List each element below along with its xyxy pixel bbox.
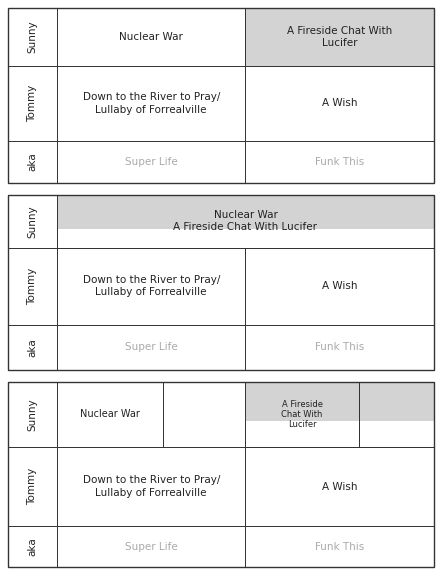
Bar (245, 247, 434, 324)
Text: Nuclear War: Nuclear War (119, 32, 183, 42)
Bar (164, 382, 245, 447)
Text: A Fireside
Chat With
Lucifer: A Fireside Chat With Lucifer (282, 400, 323, 428)
Bar (8, 447, 57, 526)
Bar (57, 66, 245, 141)
Text: Nuclear War
A Fireside Chat With Lucifer: Nuclear War A Fireside Chat With Lucifer (174, 210, 317, 232)
Text: Down to the River to Pray/
Lullaby of Forrealville: Down to the River to Pray/ Lullaby of Fo… (83, 92, 220, 114)
Bar (8, 382, 434, 567)
Bar (245, 526, 434, 567)
Text: Down to the River to Pray/
Lullaby of Forrealville: Down to the River to Pray/ Lullaby of Fo… (83, 275, 220, 297)
Bar (245, 324, 434, 370)
Bar (245, 447, 434, 526)
Bar (57, 141, 245, 183)
Bar (245, 8, 434, 66)
Text: Super Life: Super Life (125, 342, 178, 352)
Text: Tommy: Tommy (27, 85, 38, 122)
Text: A Wish: A Wish (322, 98, 358, 108)
Text: Sunny: Sunny (27, 398, 38, 431)
Bar (358, 382, 434, 421)
Bar (245, 382, 358, 421)
Bar (8, 8, 434, 183)
Text: Sunny: Sunny (27, 21, 38, 53)
Bar (8, 247, 57, 324)
Bar (8, 141, 57, 183)
Bar (57, 195, 434, 247)
Bar (358, 382, 434, 447)
Text: aka: aka (27, 152, 38, 171)
Bar (57, 8, 245, 66)
Bar (57, 324, 245, 370)
Bar (57, 247, 245, 324)
Text: A Fireside Chat With
Lucifer: A Fireside Chat With Lucifer (287, 26, 392, 48)
Text: Down to the River to Pray/
Lullaby of Forrealville: Down to the River to Pray/ Lullaby of Fo… (83, 476, 220, 498)
Text: Funk This: Funk This (315, 342, 364, 352)
Bar (8, 195, 57, 247)
Bar (57, 447, 245, 526)
Bar (8, 8, 57, 66)
Bar (57, 382, 164, 447)
Text: Nuclear War: Nuclear War (80, 409, 140, 419)
Text: A Wish: A Wish (322, 281, 358, 291)
Text: Tommy: Tommy (27, 468, 38, 505)
Bar (245, 66, 434, 141)
Bar (57, 526, 245, 567)
Text: Funk This: Funk This (315, 542, 364, 551)
Text: Sunny: Sunny (27, 205, 38, 237)
Text: Funk This: Funk This (315, 157, 364, 167)
Text: aka: aka (27, 537, 38, 556)
Bar (8, 66, 57, 141)
Bar (8, 526, 57, 567)
Text: Tommy: Tommy (27, 267, 38, 305)
Bar (57, 195, 434, 229)
Bar (8, 195, 434, 370)
Text: Super Life: Super Life (125, 542, 178, 551)
Bar (8, 382, 57, 447)
Bar (245, 382, 358, 447)
Text: aka: aka (27, 338, 38, 356)
Text: A Wish: A Wish (322, 481, 358, 492)
Bar (8, 324, 57, 370)
Text: Super Life: Super Life (125, 157, 178, 167)
Bar (245, 141, 434, 183)
